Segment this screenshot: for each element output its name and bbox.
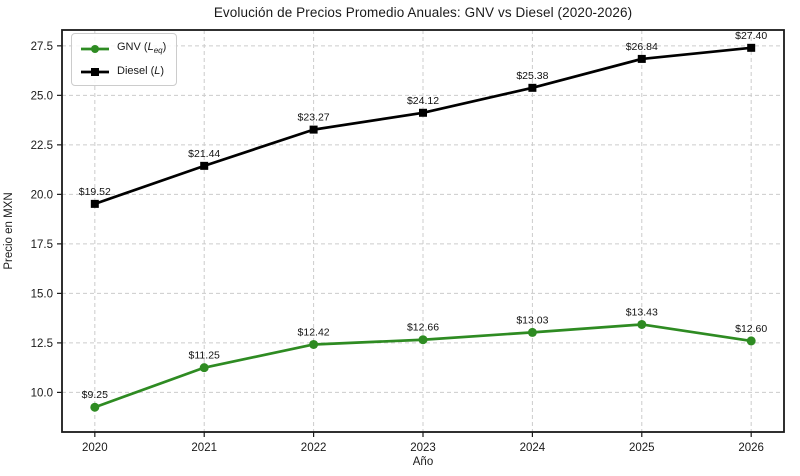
data-point-gnv bbox=[309, 339, 319, 349]
data-point-diesel bbox=[90, 199, 99, 208]
data-point-gnv bbox=[199, 363, 209, 373]
y-tick-label: 20.0 bbox=[31, 189, 53, 201]
data-point-gnv bbox=[637, 319, 647, 329]
x-tick-label: 2020 bbox=[82, 442, 108, 454]
x-tick-label: 2024 bbox=[520, 442, 546, 454]
x-axis-title: Año bbox=[412, 456, 434, 468]
x-tick-label: 2025 bbox=[629, 442, 655, 454]
y-axis-title: Precio en MXN bbox=[3, 192, 15, 270]
y-tick-label: 15.0 bbox=[31, 288, 53, 300]
data-label-gnv: $12.60 bbox=[735, 323, 767, 335]
data-label-diesel: $27.40 bbox=[735, 30, 767, 42]
data-label-diesel: $24.12 bbox=[407, 95, 439, 107]
y-tick-label: 17.5 bbox=[31, 239, 53, 251]
data-label-diesel: $25.38 bbox=[516, 70, 548, 82]
data-label-diesel: $19.52 bbox=[79, 186, 111, 198]
data-label-gnv: $12.66 bbox=[407, 322, 439, 334]
y-tick-label: 27.5 bbox=[31, 41, 53, 53]
data-label-gnv: $13.03 bbox=[516, 314, 548, 326]
chart-title: Evolución de Precios Promedio Anuales: G… bbox=[213, 5, 633, 20]
y-tick-label: 25.0 bbox=[31, 90, 53, 102]
data-point-gnv bbox=[527, 327, 537, 337]
data-point-gnv bbox=[90, 402, 100, 412]
data-point-gnv bbox=[746, 336, 756, 346]
data-point-diesel bbox=[747, 43, 756, 52]
legend-label-diesel: Diesel (L) bbox=[117, 65, 165, 78]
data-label-gnv: $13.43 bbox=[626, 306, 658, 318]
x-tick-label: 2022 bbox=[301, 442, 327, 454]
legend-entry-gnv: GNV (Leq) bbox=[80, 39, 166, 59]
legend-marker-diesel-icon bbox=[81, 67, 109, 76]
data-label-diesel: $21.44 bbox=[188, 148, 220, 160]
x-tick-label: 2023 bbox=[410, 442, 436, 454]
axes-spines bbox=[61, 29, 785, 433]
y-tick-label: 10.0 bbox=[31, 387, 53, 399]
data-point-diesel bbox=[419, 108, 427, 117]
y-tick-label: 12.5 bbox=[31, 338, 53, 350]
data-point-diesel bbox=[528, 83, 537, 92]
legend: GNV (Leq) Diesel (L) bbox=[71, 33, 178, 87]
data-label-gnv: $12.42 bbox=[298, 326, 330, 338]
data-label-diesel: $26.84 bbox=[626, 41, 658, 53]
data-label-gnv: $11.25 bbox=[189, 350, 220, 362]
legend-label-gnv: GNV (Leq) bbox=[117, 41, 167, 56]
x-tick-label: 2021 bbox=[191, 442, 217, 454]
data-point-diesel bbox=[200, 161, 209, 170]
data-label-diesel: $23.27 bbox=[298, 112, 330, 124]
legend-marker-gnv-icon bbox=[81, 45, 109, 54]
data-point-diesel bbox=[309, 125, 318, 134]
data-point-gnv bbox=[418, 335, 428, 345]
data-label-gnv: $9.25 bbox=[82, 389, 108, 401]
y-tick-label: 22.5 bbox=[31, 140, 53, 152]
legend-entry-diesel: Diesel (L) bbox=[80, 63, 166, 80]
data-point-diesel bbox=[637, 54, 646, 63]
x-tick-label: 2026 bbox=[738, 442, 764, 454]
